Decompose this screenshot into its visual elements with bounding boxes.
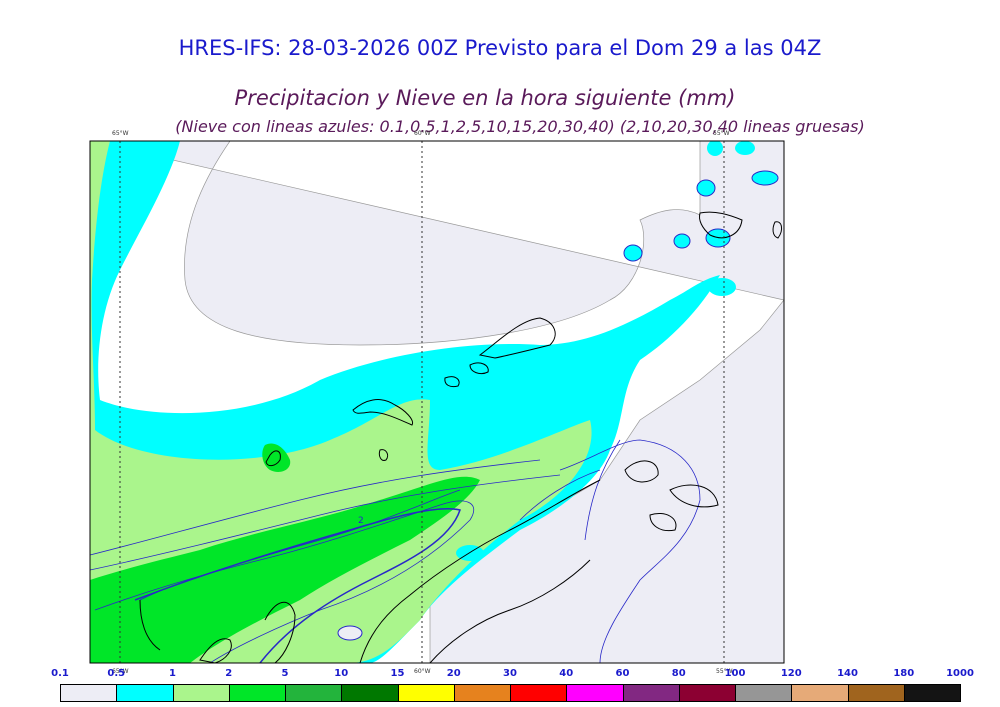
longitude-label: 60°W xyxy=(414,130,431,137)
colorbar-label: 100 xyxy=(724,668,746,679)
colorbar-label: 2 xyxy=(225,668,233,679)
contour-label: 2 xyxy=(358,516,364,526)
colorbar-label: 1000 xyxy=(946,668,974,679)
precip-area-2mm-small xyxy=(262,443,291,472)
colorbar-swatch xyxy=(735,684,793,702)
colorbar-label: 10 xyxy=(334,668,349,679)
longitude-label: 65°W xyxy=(112,668,129,675)
precip-area-light xyxy=(90,141,784,663)
colorbar-swatch xyxy=(60,684,118,702)
map-subtitle: Precipitacion y Nieve en la hora siguien… xyxy=(234,86,736,110)
colorbar-swatch xyxy=(903,684,961,702)
longitude-label: 55°W xyxy=(716,668,733,675)
meridian-lines xyxy=(119,141,725,663)
longitude-label: 55°W xyxy=(713,130,730,137)
colorbar-swatch xyxy=(397,684,455,702)
precip-cell xyxy=(696,179,716,197)
colorbar-swatch xyxy=(116,684,174,702)
colorbar-label: 5 xyxy=(281,668,289,679)
precip-area-1mm xyxy=(90,141,592,663)
precip-cell xyxy=(708,278,736,296)
colorbar-label: 40 xyxy=(559,668,574,679)
precip-cell xyxy=(673,233,691,249)
snow-contours-thick xyxy=(134,507,461,663)
colorbar-swatch xyxy=(791,684,849,702)
colorbar-swatch xyxy=(285,684,343,702)
colorbar-label: 80 xyxy=(671,668,686,679)
colorbar-label: 180 xyxy=(893,668,915,679)
colorbar-label: 120 xyxy=(780,668,802,679)
colorbar-label: 60 xyxy=(615,668,630,679)
precip-cell xyxy=(707,141,723,156)
colorbar-swatch xyxy=(847,684,905,702)
colorbar-swatch xyxy=(678,684,736,702)
colorbar-label: 140 xyxy=(837,668,858,679)
longitude-label: 65°W xyxy=(112,130,129,137)
colorbar-swatch xyxy=(172,684,230,702)
colorbar-label: 1 xyxy=(169,668,176,679)
colorbar-swatch xyxy=(510,684,568,702)
longitude-label: 60°W xyxy=(414,668,431,675)
precip-area-2mm xyxy=(90,476,480,663)
colorbar-label: 0.5 xyxy=(107,668,126,679)
precip-cell xyxy=(623,244,643,262)
colorbar-swatch xyxy=(228,684,286,702)
colorbar-swatch xyxy=(566,684,624,702)
colorbar-label: 0.1 xyxy=(51,668,69,679)
precip-cell xyxy=(337,625,363,641)
coastlines xyxy=(139,211,783,663)
colorbar-swatch xyxy=(622,684,680,702)
map-frame xyxy=(89,140,785,664)
colorbar-label: 15 xyxy=(390,668,405,679)
precip-cell xyxy=(735,141,755,155)
map-title: HRES-IFS: 28-03-2026 00Z Previsto para e… xyxy=(178,36,822,60)
map-legend-note: (Nieve con lineas azules: 0.1,0.5,1,2,5,… xyxy=(175,117,865,136)
colorbar-label: 20 xyxy=(446,668,461,679)
precip-cell xyxy=(751,170,779,186)
colorbar-label: 30 xyxy=(503,668,517,679)
colorbar-swatch xyxy=(453,684,511,702)
colorbar-swatch xyxy=(341,684,399,702)
